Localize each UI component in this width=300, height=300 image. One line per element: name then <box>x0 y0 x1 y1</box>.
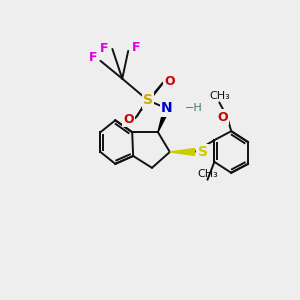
Text: F: F <box>89 51 98 64</box>
Text: −H: −H <box>185 103 203 113</box>
Text: CH₃: CH₃ <box>197 169 218 179</box>
Text: CH₃: CH₃ <box>209 92 230 101</box>
Text: F: F <box>100 42 109 56</box>
Text: O: O <box>164 75 175 88</box>
Text: O: O <box>217 111 228 124</box>
Text: N: N <box>161 101 173 116</box>
Text: F: F <box>132 41 140 55</box>
Text: S: S <box>197 145 208 159</box>
Text: S: S <box>143 94 153 107</box>
Polygon shape <box>170 148 195 155</box>
Text: O: O <box>123 113 134 126</box>
Polygon shape <box>158 107 170 132</box>
